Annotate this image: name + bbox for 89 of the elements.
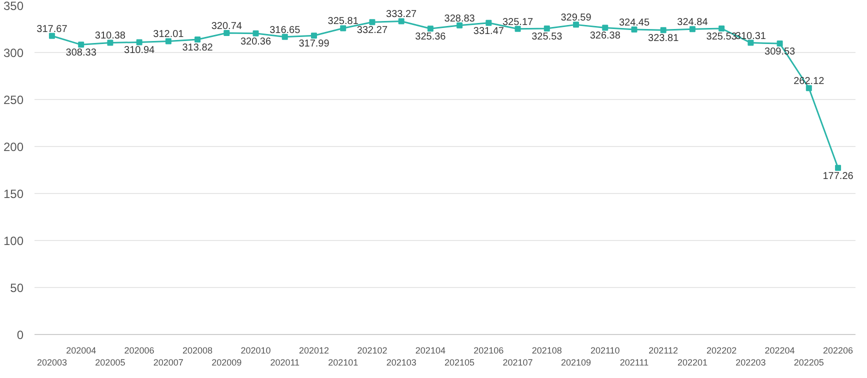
point xyxy=(660,27,666,34)
x-tick-label: 202109 xyxy=(560,358,592,368)
x-tick-label: 202101 xyxy=(328,358,358,368)
x-tick-label: 202010 xyxy=(240,346,271,356)
y-tick-label: 350 xyxy=(3,0,24,13)
data-label: 333.27 xyxy=(386,9,418,20)
x-tick-label: 202011 xyxy=(270,358,300,368)
point xyxy=(136,39,142,46)
data-label: 325.36 xyxy=(415,32,446,43)
x-tick-label: 202005 xyxy=(95,358,126,368)
point xyxy=(252,30,259,36)
point xyxy=(107,40,114,46)
point xyxy=(544,26,550,32)
x-tick-label: 202012 xyxy=(298,346,330,356)
point xyxy=(776,40,783,47)
data-label: 177.26 xyxy=(822,170,854,182)
x-tick-label: 202009 xyxy=(212,358,242,368)
data-label: 312.01 xyxy=(153,29,184,40)
x-tick-label: 202003 xyxy=(36,358,67,368)
x-tick-label: 202201 xyxy=(677,358,708,368)
x-tick-label: 202007 xyxy=(153,358,184,368)
x-tick-label: 202203 xyxy=(736,358,766,368)
data-label: 310.94 xyxy=(124,45,156,56)
data-label: 310.38 xyxy=(94,30,126,42)
point xyxy=(835,164,842,171)
data-label: 325.81 xyxy=(328,16,359,28)
data-label: 310.31 xyxy=(735,30,766,42)
data-label: 324.45 xyxy=(618,18,650,29)
point xyxy=(427,26,434,32)
x-tick-label: 202006 xyxy=(124,346,154,356)
x-tick-label: 202111 xyxy=(620,358,649,368)
y-tick-label: 50 xyxy=(10,281,24,295)
point xyxy=(514,26,521,32)
data-label: 328.83 xyxy=(444,13,476,24)
point xyxy=(369,19,376,26)
point xyxy=(602,24,608,31)
x-tick-label: 202102 xyxy=(357,346,388,356)
data-label: 329.59 xyxy=(560,12,592,24)
point xyxy=(194,36,201,43)
data-label: 313.82 xyxy=(182,42,214,54)
x-tick-label: 202104 xyxy=(415,346,446,356)
point xyxy=(340,25,346,32)
point xyxy=(573,22,580,28)
x-tick-label: 202103 xyxy=(386,358,416,368)
data-label: 325.17 xyxy=(502,16,534,28)
point xyxy=(486,20,492,26)
point xyxy=(78,42,84,48)
data-label: 316.65 xyxy=(270,24,301,36)
data-label: 308.33 xyxy=(66,48,97,59)
x-tick-label: 202107 xyxy=(502,358,533,368)
data-label: 317.99 xyxy=(298,38,330,50)
y-tick-label: 0 xyxy=(16,328,24,342)
point xyxy=(224,30,230,36)
data-label: 320.74 xyxy=(211,21,242,32)
y-tick-label: 300 xyxy=(3,46,24,60)
x-tick-label: 202008 xyxy=(182,346,213,356)
y-tick-label: 250 xyxy=(3,93,24,107)
y-tick-label: 150 xyxy=(3,187,24,201)
point xyxy=(282,34,288,40)
data-label: 326.38 xyxy=(590,30,621,42)
data-label: 317.67 xyxy=(36,24,68,35)
y-tick-label: 200 xyxy=(3,140,24,154)
y-tick-label: 100 xyxy=(3,234,24,248)
x-tick-label: 202105 xyxy=(444,358,475,368)
point xyxy=(165,38,172,44)
data-label: 325.53 xyxy=(532,32,563,42)
x-tick-label: 202106 xyxy=(474,346,504,356)
data-label: 325.53 xyxy=(706,32,738,42)
point xyxy=(718,26,725,32)
data-label: 324.84 xyxy=(677,17,708,28)
point xyxy=(631,26,638,33)
data-label: 331.47 xyxy=(473,26,504,37)
x-tick-label: 202110 xyxy=(590,346,620,356)
x-tick-label: 202204 xyxy=(764,346,795,356)
x-tick-label: 202108 xyxy=(532,346,562,356)
point xyxy=(689,26,696,32)
x-tick-label: 202112 xyxy=(648,346,678,356)
point xyxy=(310,32,317,39)
x-tick-label: 202205 xyxy=(794,358,824,368)
x-tick-label: 202004 xyxy=(66,346,96,356)
data-label: 320.36 xyxy=(240,36,272,48)
data-label: 323.81 xyxy=(648,33,680,44)
x-tick-label: 202206 xyxy=(823,346,854,356)
point xyxy=(48,32,55,39)
point xyxy=(398,18,404,24)
point xyxy=(456,22,463,28)
x-tick-label: 202202 xyxy=(706,346,737,356)
data-label: 332.27 xyxy=(356,25,388,36)
point xyxy=(748,40,754,46)
